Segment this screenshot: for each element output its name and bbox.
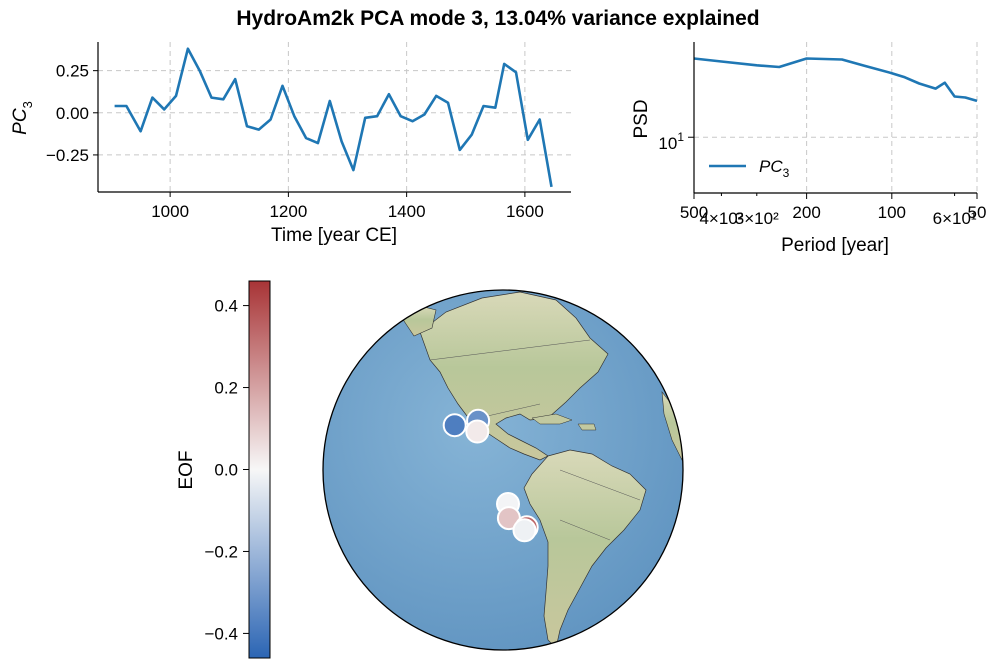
pc-xtick-label: 1200 bbox=[269, 202, 307, 221]
psd-legend-label-base: PC bbox=[759, 157, 783, 176]
psd-xtick-label: 100 bbox=[878, 203, 906, 222]
country-borders bbox=[429, 339, 641, 541]
eof-site-marker bbox=[465, 419, 490, 444]
colorbar-tick-labels: 0.4 0.2 0.0 −0.2 −0.4 bbox=[204, 297, 249, 643]
pc-timeseries-panel: 1000 1200 1400 1600 0.25 0.00 −0.25 Time [year… bbox=[10, 42, 571, 246]
eof-sites bbox=[442, 408, 539, 543]
colorbar-tick-label: −0.2 bbox=[204, 542, 238, 561]
pc-xtick-label: 1600 bbox=[506, 202, 544, 221]
psd-ytick-label: 101 bbox=[658, 130, 684, 153]
colorbar-gradient bbox=[248, 280, 271, 659]
cuba bbox=[531, 413, 573, 425]
pc-ylabel: PC3 bbox=[10, 101, 35, 135]
colorbar-label: EOF bbox=[176, 450, 197, 489]
psd-xlabel: Period [year] bbox=[781, 235, 889, 256]
colorbar-tick-label: 0.2 bbox=[214, 379, 238, 398]
psd-minor-xtick-label: 6×10¹ bbox=[933, 209, 977, 228]
pc-ytick-label: 0.00 bbox=[56, 104, 89, 123]
pc-xtick-label: 1400 bbox=[388, 202, 426, 221]
pc-series-line bbox=[114, 47, 553, 188]
psd-legend: PC3 bbox=[709, 157, 790, 180]
psd-gridlines bbox=[693, 42, 978, 193]
pc-xtick-label: 1000 bbox=[151, 202, 189, 221]
psd-xtick-label: 200 bbox=[792, 203, 820, 222]
psd-xtick-label: 50 bbox=[968, 203, 987, 222]
globe-outline bbox=[322, 289, 684, 651]
psd-minor-xtick-label: 3×10² bbox=[735, 209, 779, 228]
psd-legend-label-sub: 3 bbox=[783, 166, 790, 180]
psd-xtick-label: 500 bbox=[680, 203, 708, 222]
pc-tick-labels: 1000 1200 1400 1600 0.25 0.00 −0.25 bbox=[46, 62, 544, 221]
colorbar-tick-label: −0.4 bbox=[204, 624, 238, 643]
psd-minor-xtick-label: 4×10² bbox=[699, 209, 743, 228]
psd-ylabel: PSD bbox=[631, 99, 652, 138]
eof-globe-map bbox=[322, 289, 684, 651]
psd-ytick-exp: 1 bbox=[677, 130, 684, 144]
pc-xlabel: Time [year CE] bbox=[271, 225, 397, 246]
psd-series-line bbox=[693, 57, 978, 103]
colorbar-tick-label: 0.4 bbox=[214, 297, 238, 316]
eof-colorbar: 0.4 0.2 0.0 −0.2 −0.4 EOF bbox=[176, 280, 271, 659]
hispaniola bbox=[577, 423, 597, 431]
pc-ytick-label: 0.25 bbox=[56, 62, 89, 81]
pc-ylabel-sub: 3 bbox=[20, 101, 35, 108]
eof-site-marker bbox=[442, 413, 467, 438]
psd-ytick-base: 10 bbox=[658, 134, 677, 153]
psd-legend-label: PC3 bbox=[759, 157, 790, 180]
pc-ylabel-base: PC bbox=[10, 108, 31, 135]
figure-title: HydroAm2k PCA mode 3, 13.04% variance ex… bbox=[236, 7, 759, 30]
eof-site-marker bbox=[512, 518, 537, 543]
pc-ytick-label: −0.25 bbox=[46, 146, 89, 165]
south-america-landmass bbox=[523, 449, 647, 649]
colorbar-tick-label: 0.0 bbox=[214, 461, 238, 480]
greenland-landmass bbox=[611, 290, 683, 321]
